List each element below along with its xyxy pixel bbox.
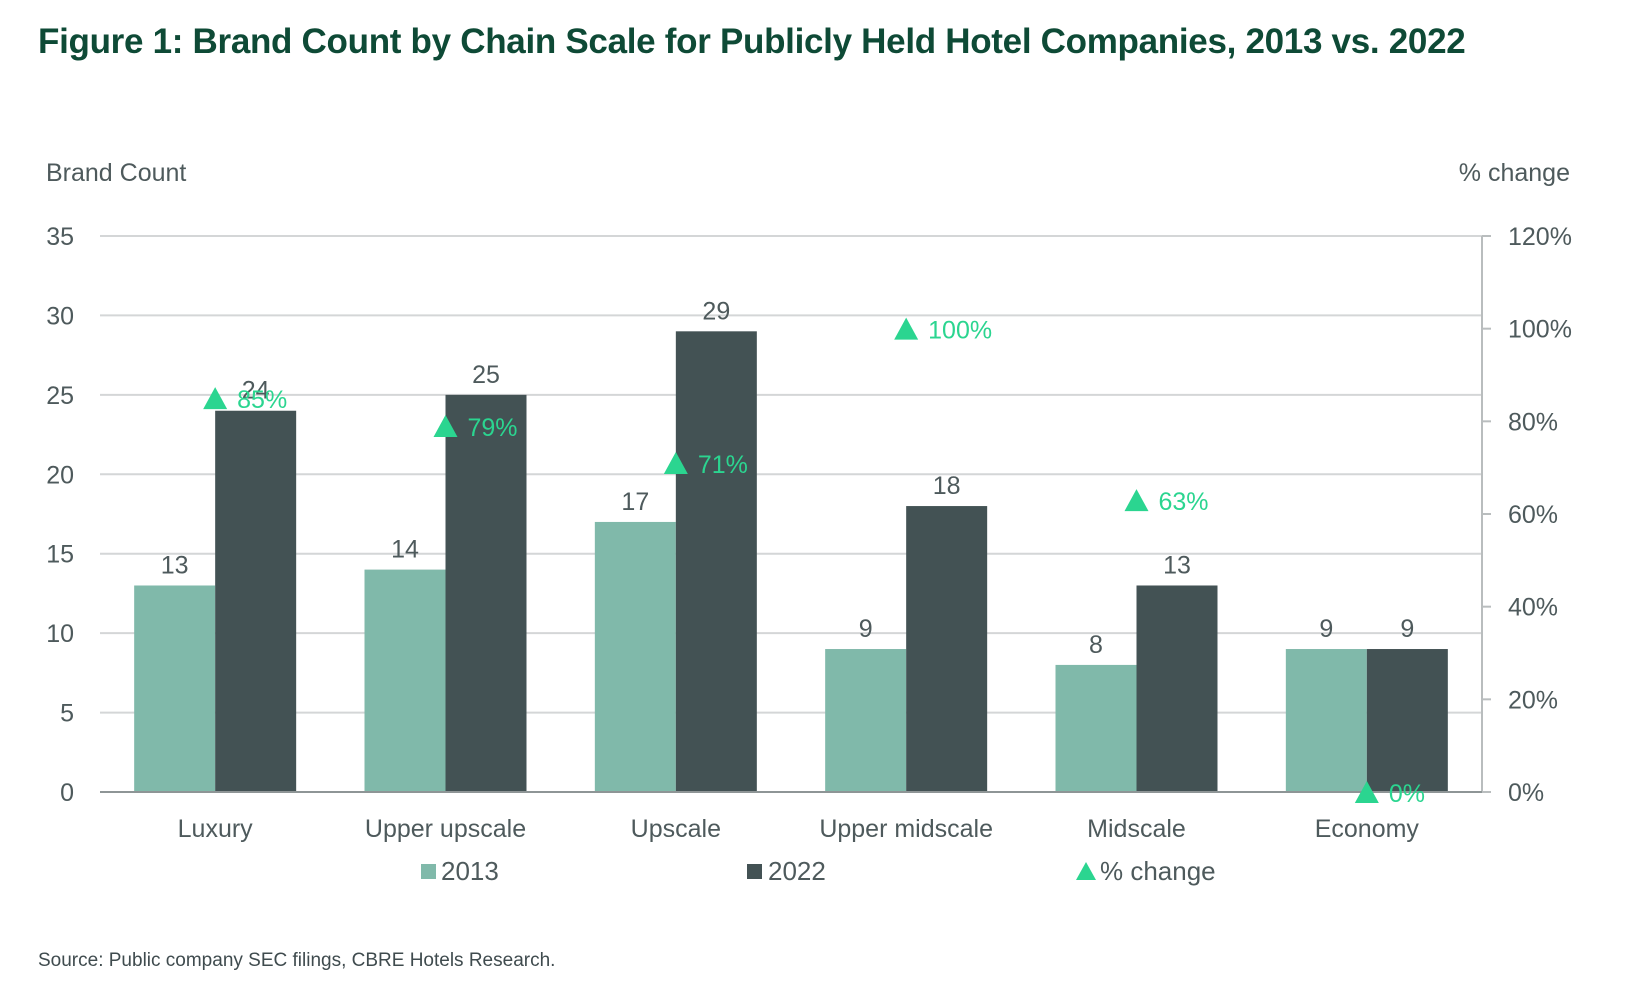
data-label-2013: 13 [161, 551, 189, 579]
pct-change-triangle [203, 387, 228, 410]
y-tick-label: 15 [46, 541, 74, 569]
bar-2013 [364, 569, 446, 792]
data-label-2022: 25 [472, 361, 500, 389]
pct-change-label: 100% [928, 317, 992, 345]
bar-2013 [594, 521, 676, 792]
legend-label-2022: 2022 [768, 856, 826, 886]
data-label-2013: 9 [859, 615, 873, 643]
data-label-2013: 17 [621, 488, 649, 516]
data-label-2022: 18 [933, 472, 961, 500]
pct-change-triangle [894, 317, 919, 340]
category-label: Economy [1315, 815, 1420, 843]
y2-axis: 0% 20% 40% 60% 80% 100% 120% [1481, 223, 1572, 807]
data-label-2022: 24 [242, 377, 270, 405]
source-note: Source: Public company SEC filings, CBRE… [38, 950, 556, 971]
legend-swatch-2013 [421, 864, 436, 879]
y2-tick-label: 80% [1508, 408, 1558, 436]
pct-change-triangle [1354, 781, 1379, 803]
data-label-2013: 14 [391, 536, 419, 564]
bar-2022 [675, 331, 757, 792]
y2-tick-label: 40% [1508, 594, 1558, 622]
y2-tick-label: 0% [1508, 779, 1544, 807]
gridlines [100, 235, 1482, 714]
y2-tick-label: 100% [1508, 316, 1572, 344]
bar-2013 [825, 649, 907, 792]
value-labels: 13 24 14 25 17 29 9 18 8 13 9 9 [161, 297, 1415, 659]
legend-label-pct-change: % change [1100, 856, 1216, 886]
y-tick-label: 20 [46, 461, 74, 489]
legend-triangle-icon [1076, 862, 1096, 880]
data-label-2022: 9 [1400, 615, 1414, 643]
pct-change-triangle [1124, 489, 1149, 512]
y-tick-label: 5 [60, 700, 74, 728]
y-tick-label: 10 [46, 620, 74, 648]
y-tick-label: 0 [60, 779, 74, 807]
category-label: Luxury [178, 815, 254, 843]
y2-tick-label: 120% [1508, 223, 1572, 251]
pct-change-label: 71% [698, 451, 748, 479]
pct-change-label: 85% [237, 386, 287, 414]
pct-change-label: 0% [1389, 780, 1425, 808]
bar-2022 [215, 410, 297, 792]
y-tick-label: 25 [46, 382, 74, 410]
y-tick-label: 35 [46, 223, 74, 251]
bar-2022 [906, 506, 988, 792]
bar-2013 [1285, 649, 1367, 792]
y-axis-title: Brand Count [46, 159, 186, 187]
y2-tick-label: 20% [1508, 686, 1558, 714]
legend-label-2013: 2013 [441, 856, 499, 886]
legend-swatch-2022 [747, 864, 762, 879]
data-label-2013: 8 [1089, 631, 1103, 659]
bar-2013 [134, 585, 216, 792]
legend: 2013 2022 % change [421, 856, 1216, 886]
bar-2022 [445, 394, 527, 792]
pct-change-label: 63% [1159, 488, 1209, 516]
bars [134, 331, 1448, 792]
bar-2022 [1366, 649, 1448, 792]
y-tick-label: 30 [46, 302, 74, 330]
pct-change-triangle [433, 414, 458, 437]
y-axis-ticks: 0 5 10 15 20 25 30 35 [46, 223, 74, 807]
y2-axis-title: % change [1459, 159, 1570, 187]
pct-change-triangle [663, 452, 688, 475]
bar-2022 [1136, 585, 1218, 792]
category-label: Upper midscale [819, 815, 993, 843]
data-label-2013: 9 [1319, 615, 1333, 643]
category-label: Upper upscale [365, 815, 526, 843]
pct-change-label: 79% [468, 414, 518, 442]
data-label-2022: 29 [702, 297, 730, 325]
pct-change-markers: 85% 79% 71% 100% 63% 0% [203, 317, 1425, 808]
bar-2013 [1055, 664, 1137, 792]
y2-tick-label: 60% [1508, 501, 1558, 529]
chart-title: Figure 1: Brand Count by Chain Scale for… [38, 22, 1466, 61]
data-label-2022: 13 [1163, 551, 1191, 579]
category-label: Midscale [1087, 815, 1186, 843]
category-label: Upscale [631, 815, 721, 843]
x-axis-ticks: Luxury Upper upscale Upscale Upper midscale… [178, 815, 1420, 843]
